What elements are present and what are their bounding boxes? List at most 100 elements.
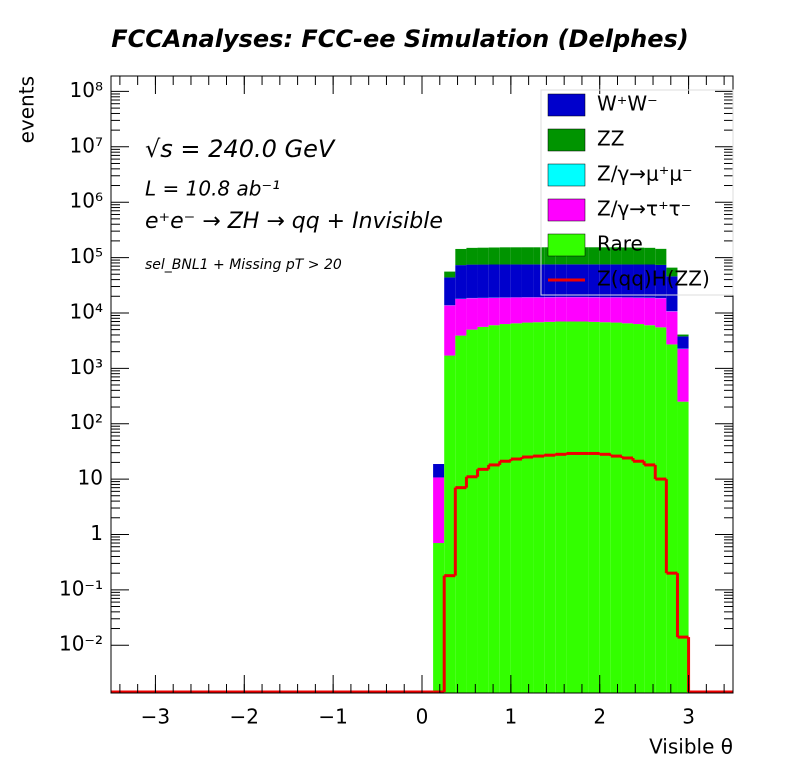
bar-segment (533, 297, 545, 323)
y-axis-label: events (15, 76, 39, 143)
chart-title: FCCAnalyses: FCC-ee Simulation (Delphes) (111, 25, 689, 53)
bar-segment (499, 297, 511, 325)
annotation: sel_BNL1 + Missing pT > 20 (145, 257, 342, 273)
legend-label: Z/γ→μ⁺μ⁻ (597, 162, 693, 186)
bar-segment (633, 297, 645, 325)
x-tick-label: 2 (593, 705, 606, 729)
x-tick-label: 3 (682, 705, 695, 729)
annotation: √s = 240.0 GeV (145, 135, 336, 163)
bar-segment (588, 321, 600, 693)
bar-segment (610, 264, 622, 298)
bar-segment (588, 264, 600, 298)
y-tick-label: 10³ (70, 355, 103, 379)
bar-segment (677, 401, 689, 693)
x-tick-label: −2 (230, 705, 259, 729)
bar-segment (455, 298, 467, 336)
bar-segment (621, 297, 634, 324)
bar-segment (510, 297, 522, 324)
legend-swatch (547, 198, 586, 222)
y-tick-label: 10⁻¹ (59, 576, 103, 600)
bar-segment (599, 264, 611, 298)
y-tick-label: 10⁻² (59, 632, 103, 656)
y-tick-label: 10 (78, 466, 103, 490)
bar-segment (533, 322, 545, 693)
bar-segment (610, 322, 622, 693)
bar-segment (599, 247, 611, 265)
legend-swatch (547, 163, 586, 187)
bar-segment (533, 247, 545, 265)
bar-segment (655, 298, 667, 328)
bar-segment (566, 321, 578, 693)
legend-label: Rare (597, 232, 643, 256)
bar-segment (633, 324, 645, 693)
bar-segment (455, 265, 467, 299)
bar-segment (466, 298, 478, 330)
bar-segment (555, 297, 567, 322)
bar-segment (521, 247, 534, 265)
x-axis-label: Visible θ (649, 735, 733, 759)
y-tick-label: 10⁶ (70, 189, 103, 213)
bar-segment (444, 355, 456, 693)
bar-segment (499, 324, 511, 693)
bar-segment (666, 311, 678, 345)
bar-segment (488, 247, 500, 265)
bar-segment (488, 325, 500, 693)
bar-segment (666, 344, 678, 693)
y-tick-label: 10⁷ (70, 133, 103, 157)
legend-swatch (547, 128, 586, 152)
bar-segment (433, 477, 445, 544)
bar-segment (655, 264, 667, 298)
x-tick-label: −1 (318, 705, 347, 729)
bar-segment (488, 264, 500, 298)
legend-label: Z/γ→τ⁺τ⁻ (597, 197, 691, 221)
bar-segment (521, 297, 534, 323)
y-tick-label: 10⁵ (70, 244, 103, 268)
y-tick-label: 10⁴ (70, 299, 103, 323)
bar-segment (666, 276, 678, 312)
bar-segment (577, 297, 589, 322)
bar-segment (588, 247, 600, 265)
bar-segment (555, 321, 567, 693)
bar-segment (433, 464, 445, 478)
bar-segment (621, 323, 634, 693)
bar-segment (599, 297, 611, 323)
bar-segment (477, 298, 489, 327)
legend-label: Z(qq)H(ZZ) (597, 267, 710, 291)
legend-label: W⁺W⁻ (597, 92, 658, 116)
bar-segment (444, 271, 456, 278)
bar-segment (621, 264, 634, 298)
bar-segment (610, 297, 622, 323)
bar-segment (466, 329, 478, 693)
y-tick-label: 1 (90, 521, 103, 545)
bar-segment (655, 248, 667, 265)
bar-segment (466, 247, 478, 265)
bar-segment (621, 247, 634, 265)
bar-segment (666, 267, 678, 277)
bar-segment (655, 327, 667, 693)
bar-segment (644, 297, 656, 326)
bar-segment (610, 247, 622, 265)
bar-segment (444, 277, 456, 306)
bar-segment (499, 264, 511, 298)
bar-segment (544, 297, 556, 322)
bar-segment (677, 336, 689, 349)
x-tick-label: −3 (141, 705, 170, 729)
bar-segment (677, 334, 689, 337)
bar-segment (488, 297, 500, 326)
bar-segment (633, 264, 645, 298)
bar-segment (466, 264, 478, 298)
bar-segment (544, 321, 556, 693)
bar-segment (566, 297, 578, 322)
bar-segment (644, 264, 656, 298)
bar-segment (510, 264, 522, 298)
legend-box (540, 89, 734, 296)
bar-segment (455, 335, 467, 693)
bar-segment (644, 325, 656, 693)
bar-segment (521, 264, 534, 298)
bar-segment (599, 322, 611, 693)
bar-segment (588, 297, 600, 322)
y-tick-label: 10² (70, 410, 103, 434)
bar-segment (455, 248, 467, 266)
bar-segment (677, 348, 689, 402)
